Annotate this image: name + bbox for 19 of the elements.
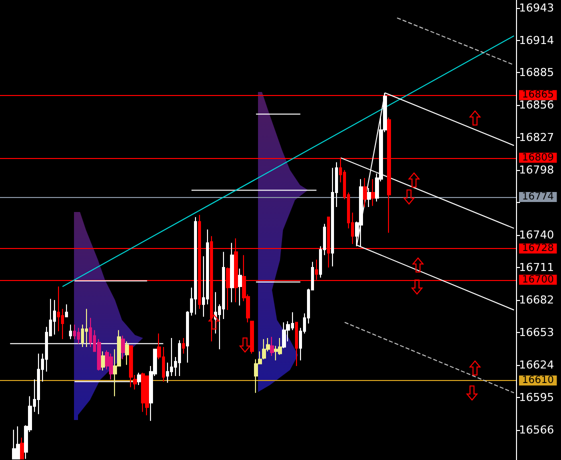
ref-line-label: 16809: [522, 152, 554, 164]
y-tick-label: 16856: [519, 98, 554, 112]
y-tick-label: 16885: [519, 66, 554, 80]
y-tick-label: 16682: [519, 293, 554, 306]
y-tick-label: 16653: [519, 326, 554, 339]
y-tick-label: 16740: [519, 228, 554, 242]
y-tick-label: 16943: [519, 1, 554, 14]
y-tick-label: 16914: [519, 34, 554, 47]
ref-line-label: 16865: [522, 90, 554, 101]
ref-line-label: 16774: [522, 191, 554, 202]
ref-line-label: 16610: [522, 375, 554, 386]
ref-line-label: 16728: [522, 242, 554, 254]
y-tick-label: 16595: [519, 390, 554, 404]
y-tick-label: 16711: [519, 260, 554, 274]
y-tick-label: 16624: [519, 358, 554, 372]
y-tick-label: 16798: [519, 164, 554, 177]
y-tick-label: 16827: [519, 131, 554, 144]
y-tick-label: 16566: [519, 423, 554, 436]
ref-line-label: 16700: [522, 274, 554, 286]
